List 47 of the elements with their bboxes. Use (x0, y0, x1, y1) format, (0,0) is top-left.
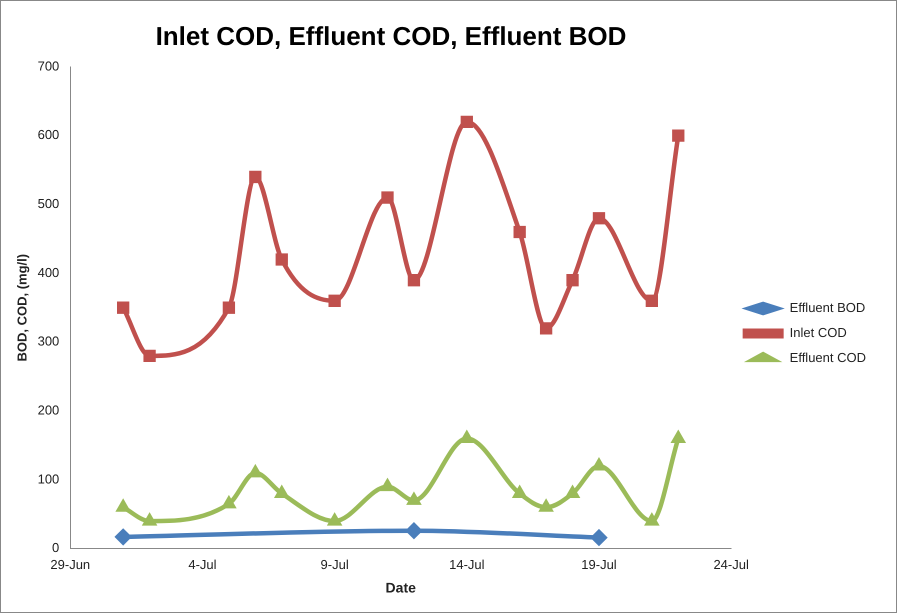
legend-label: Effluent COD (790, 350, 866, 366)
y-tick-label: 100 (38, 471, 60, 486)
x-axis-title: Date (386, 579, 416, 596)
point (380, 478, 395, 492)
x-tick-label: 24-Jul (713, 556, 749, 572)
point (249, 170, 262, 184)
point (116, 498, 131, 512)
y-tick-label: 0 (52, 540, 60, 556)
point (142, 512, 158, 526)
point (221, 495, 236, 508)
point (274, 485, 290, 498)
x-tick-label: 29-Jun (50, 556, 90, 572)
y-tick-label: 700 (38, 58, 60, 74)
point (514, 226, 526, 238)
point (538, 498, 554, 512)
y-axis-title: BOD, COD, (mg/l) (14, 254, 30, 362)
chart-title: Inlet COD, Effluent COD, Effluent BOD (154, 21, 628, 52)
point (460, 116, 473, 128)
point (644, 512, 660, 526)
point (381, 191, 394, 204)
y-tick-label: 300 (38, 334, 60, 349)
point (540, 322, 552, 335)
point (646, 294, 658, 307)
x-tick-label: 9-Jul (320, 556, 349, 572)
point (117, 302, 130, 314)
legend-label: Effluent BOD (790, 300, 866, 316)
point (222, 302, 236, 314)
point (143, 350, 156, 362)
legend-label: Inlet COD (790, 325, 847, 340)
point (592, 212, 606, 224)
point (276, 253, 288, 266)
point (408, 274, 420, 286)
x-tick-label: 4-Jul (188, 556, 217, 572)
y-tick-label: 400 (38, 264, 60, 280)
point (327, 512, 342, 526)
point (566, 274, 579, 286)
y-tick-label: 500 (38, 196, 60, 212)
x-tick-label: 19-Jul (581, 556, 617, 572)
point (512, 485, 528, 498)
point (670, 430, 686, 443)
point (565, 485, 580, 498)
x-tick-label: 14-Jul (449, 556, 485, 572)
point (672, 129, 684, 142)
y-tick-label: 600 (38, 127, 60, 142)
y-tick-label: 200 (38, 402, 60, 418)
point (328, 294, 341, 307)
point (406, 492, 422, 505)
